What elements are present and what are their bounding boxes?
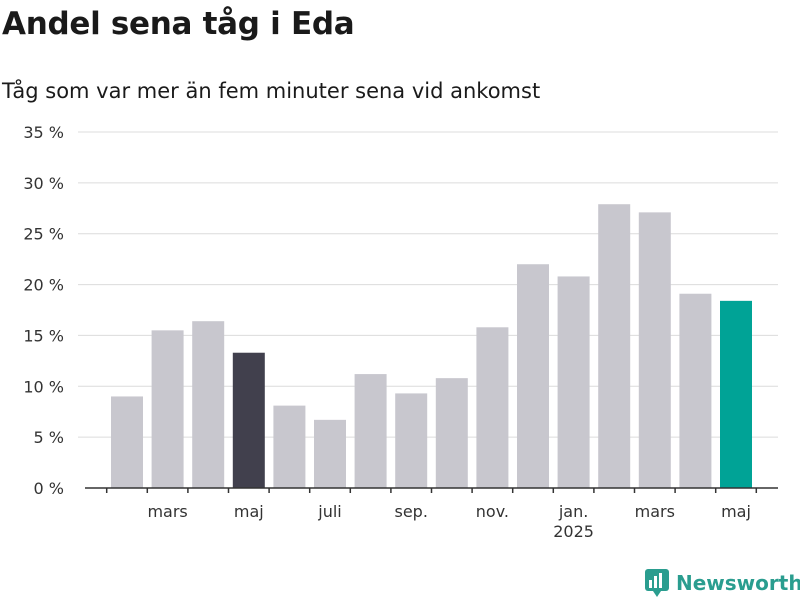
bar bbox=[354, 374, 387, 488]
y-tick-label: 10 % bbox=[23, 377, 64, 396]
bar bbox=[720, 300, 752, 488]
bar bbox=[314, 419, 346, 488]
bar bbox=[435, 378, 468, 488]
x-tick-sublabel: 2025 bbox=[553, 522, 594, 541]
brand-logo: Newsworthy bbox=[644, 568, 800, 598]
bar bbox=[151, 330, 184, 488]
x-tick-label: mars bbox=[635, 502, 675, 521]
y-tick-label: 5 % bbox=[34, 428, 64, 447]
y-tick-label: 30 % bbox=[23, 174, 64, 193]
x-tick-label: maj bbox=[234, 502, 264, 521]
bar bbox=[638, 212, 671, 488]
x-tick-label: juli bbox=[317, 502, 341, 521]
x-tick-label: nov. bbox=[476, 502, 509, 521]
chart-subtitle: Tåg som var mer än fem minuter sena vid … bbox=[2, 79, 541, 103]
bar bbox=[192, 321, 225, 488]
bar bbox=[395, 393, 428, 488]
bar bbox=[273, 405, 306, 488]
x-tick-label: jan. bbox=[558, 502, 588, 521]
bar bbox=[557, 276, 590, 488]
x-tick-label: mars bbox=[147, 502, 187, 521]
y-tick-label: 35 % bbox=[23, 123, 64, 142]
bar bbox=[232, 352, 265, 488]
chart-title: Andel sena tåg i Eda bbox=[2, 6, 355, 42]
bar bbox=[679, 293, 712, 488]
newsworthy-logo-icon bbox=[645, 569, 669, 597]
bar bbox=[111, 396, 143, 488]
bar bbox=[476, 327, 509, 488]
y-tick-label: 0 % bbox=[34, 479, 64, 498]
bar bbox=[598, 204, 631, 488]
y-tick-label: 15 % bbox=[23, 326, 64, 345]
y-tick-label: 25 % bbox=[23, 225, 64, 244]
bar bbox=[517, 264, 549, 488]
x-tick-label: sep. bbox=[394, 502, 427, 521]
brand-name: Newsworthy bbox=[676, 571, 800, 595]
x-tick-label: maj bbox=[721, 502, 751, 521]
y-tick-label: 20 % bbox=[23, 276, 64, 295]
